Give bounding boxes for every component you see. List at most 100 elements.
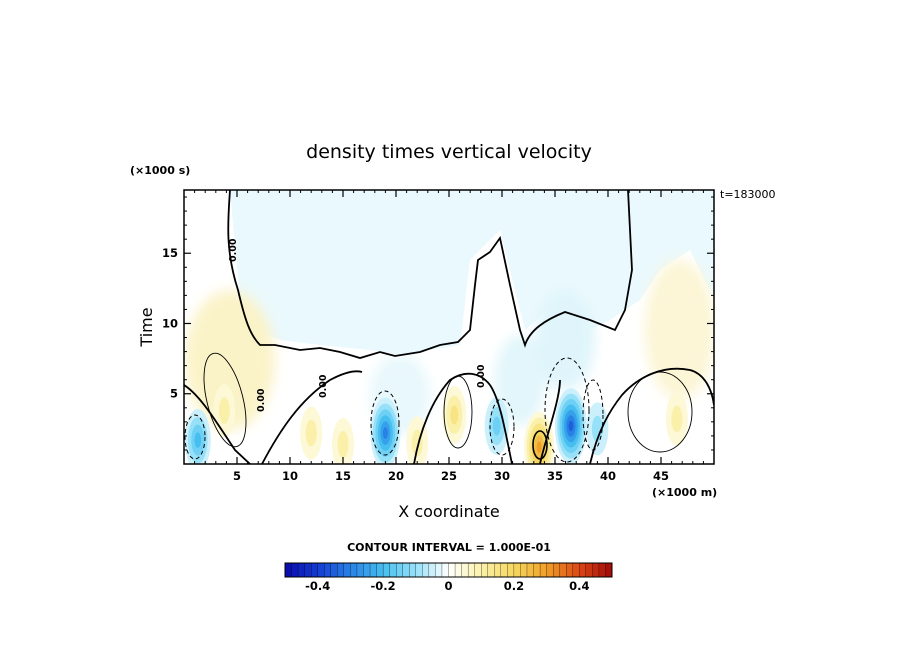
field-feature-4 <box>382 427 388 439</box>
colorbar-tick-label: 0.2 <box>504 579 524 593</box>
colorbar-cell <box>343 562 351 578</box>
x-axis-label: X coordinate <box>398 502 499 521</box>
x-tick-label: 10 <box>282 469 298 483</box>
colorbar-cell <box>369 562 378 578</box>
colorbar-cell <box>467 562 476 578</box>
colorbar-cell <box>552 562 561 578</box>
colorbar-cell <box>546 562 554 578</box>
colorbar-cell <box>592 562 600 578</box>
field-feature-2 <box>305 419 317 447</box>
field-feature-9 <box>568 420 574 432</box>
colorbar-cell <box>526 562 534 578</box>
colorbar-cell <box>409 562 417 578</box>
colorbar-cell <box>356 562 364 578</box>
field-features <box>184 384 688 464</box>
field-feature-1 <box>218 397 230 424</box>
contour-interval-text: CONTOUR INTERVAL = 1.000E-01 <box>347 541 551 554</box>
colorbar-cell <box>572 562 580 578</box>
x-unit-label: (×1000 m) <box>652 486 717 499</box>
colorbar-cell <box>330 562 338 578</box>
y-tick-label: 5 <box>170 387 178 401</box>
colorbar-cell <box>487 562 495 578</box>
colorbar-cell <box>448 562 456 578</box>
colorbar-cell <box>461 562 469 578</box>
colorbar-cell <box>435 562 443 578</box>
colorbar-cell <box>376 562 384 578</box>
colorbar-cell <box>389 562 397 578</box>
field-feature-0 <box>194 432 202 448</box>
colorbar-cell <box>507 562 515 578</box>
colorbar-cell <box>513 562 521 578</box>
x-tick-label: 25 <box>441 469 457 483</box>
colorbar-cell <box>579 562 587 578</box>
colorbar-cell <box>337 562 345 578</box>
colorbar-cell <box>481 562 489 578</box>
colorbar-cell <box>317 562 325 578</box>
colorbar-cell <box>297 562 306 578</box>
x-tick-label: 20 <box>388 469 404 483</box>
x-tick-label: 30 <box>494 469 510 483</box>
x-tick-label: 5 <box>233 469 241 483</box>
colorbar-cell <box>422 562 430 578</box>
y-tick-label: 15 <box>162 246 178 260</box>
y-unit-label: (×1000 s) <box>130 164 190 177</box>
colorbar-cell <box>500 562 508 578</box>
colorbar-cell <box>382 562 391 578</box>
colorbar-cell <box>350 562 358 578</box>
contour-label: 0.00 <box>228 238 239 262</box>
colorbar-cell <box>324 562 332 578</box>
x-tick-label: 35 <box>547 469 563 483</box>
colorbar-cell <box>304 562 312 578</box>
y-tick-label: 10 <box>162 316 178 330</box>
field-feature-3 <box>337 431 349 458</box>
colorbar-cell <box>311 562 319 578</box>
colorbar-tick-label: -0.2 <box>371 579 396 593</box>
negative-contours <box>184 357 604 463</box>
colorbar-cell <box>520 562 528 578</box>
colorbar: -0.4 -0.2 0 0.2 0.4 <box>284 562 613 593</box>
colorbar-tick-labels: -0.4 -0.2 0 0.2 0.4 <box>305 579 589 593</box>
colorbar-cells <box>284 562 613 578</box>
time-stamp: t=183000 <box>720 188 776 201</box>
contour-label: 0.00 <box>318 374 329 398</box>
field-feature-11 <box>671 405 683 433</box>
field-feature-6 <box>450 405 459 425</box>
colorbar-tick-label: -0.4 <box>305 579 330 593</box>
colorbar-cell <box>598 562 606 578</box>
colorbar-tick-label: 0 <box>444 579 452 593</box>
contour-labels: 0.00 0.00 0.00 0.00 <box>228 238 487 412</box>
field-feature-10 <box>591 415 603 443</box>
colorbar-cell <box>474 562 482 578</box>
x-ticks: 5 10 15 20 25 30 35 40 45 <box>194 190 704 483</box>
colorbar-cell <box>494 562 502 578</box>
colorbar-cell <box>428 562 436 578</box>
colorbar-cell <box>566 562 574 578</box>
plot-area: 0.00 0.00 0.00 0.00 5 10 15 20 25 30 35 40 45 5 1… <box>162 189 715 483</box>
colorbar-cell <box>454 562 463 578</box>
colorbar-cell <box>585 562 593 578</box>
field-feature-7 <box>492 416 501 436</box>
contour-label: 0.00 <box>476 364 487 388</box>
chart-title: density times vertical velocity <box>306 141 592 163</box>
colorbar-cell <box>415 562 423 578</box>
x-tick-label: 40 <box>600 469 616 483</box>
colorbar-cell <box>291 562 299 578</box>
colorbar-frame <box>284 562 613 578</box>
x-tick-label: 15 <box>335 469 351 483</box>
heatmap-field <box>184 190 714 464</box>
contour-label: 0.00 <box>256 388 267 412</box>
colorbar-cell <box>533 562 541 578</box>
field-feature-8 <box>536 441 542 454</box>
colorbar-tick-label: 0.4 <box>569 579 589 593</box>
y-ticks: 5 10 15 <box>162 196 714 451</box>
colorbar-cell <box>284 562 292 578</box>
y-axis-label: Time <box>137 307 156 347</box>
colorbar-cell <box>539 562 548 578</box>
positive-contours <box>203 352 693 460</box>
colorbar-cell <box>363 562 371 578</box>
colorbar-cell <box>559 562 567 578</box>
colorbar-cell <box>396 562 404 578</box>
colorbar-cell <box>605 562 613 578</box>
colorbar-cell <box>402 562 410 578</box>
